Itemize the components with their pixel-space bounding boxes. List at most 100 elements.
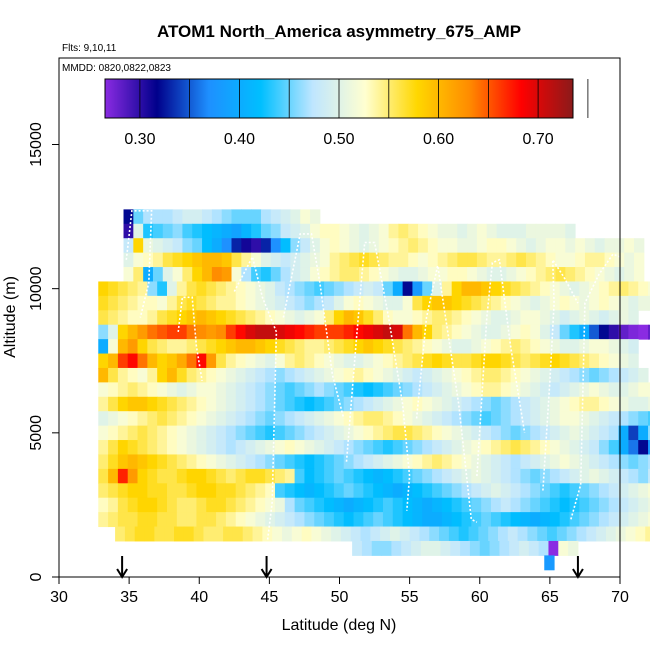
heatmap-cell xyxy=(225,454,237,470)
heatmap-cell xyxy=(608,512,620,528)
heatmap-cell xyxy=(152,252,164,268)
heatmap-cell xyxy=(471,295,482,311)
heatmap-cell xyxy=(123,267,134,282)
heatmap-cell xyxy=(166,396,178,412)
heatmap-cell xyxy=(540,483,551,499)
heatmap-cell xyxy=(471,425,482,441)
heatmap-cell xyxy=(333,295,345,311)
heatmap-cell xyxy=(152,223,164,239)
heatmap-cell xyxy=(284,497,296,513)
heatmap-cell xyxy=(147,281,158,297)
heatmap-cell xyxy=(137,497,148,513)
heatmap-cell xyxy=(108,324,119,340)
heatmap-cell xyxy=(274,324,286,340)
heatmap-cell xyxy=(255,425,266,441)
heatmap-cell xyxy=(353,339,364,355)
heatmap-cell xyxy=(520,353,531,369)
heatmap-cell xyxy=(559,324,571,340)
heatmap-cell xyxy=(432,454,443,470)
heatmap-cell xyxy=(186,512,197,528)
heatmap-cell xyxy=(461,324,472,340)
heatmap-cell xyxy=(186,440,197,455)
heatmap-cell xyxy=(368,238,380,254)
heatmap-cell xyxy=(108,295,119,311)
heatmap-cell xyxy=(290,238,301,254)
heatmap-cell xyxy=(648,425,650,441)
heatmap-cell xyxy=(461,396,472,412)
heatmap-cell xyxy=(500,382,512,398)
heatmap-cell xyxy=(255,367,266,383)
heatmap-cell xyxy=(343,440,355,455)
heatmap-cell xyxy=(530,353,541,369)
heatmap-cell xyxy=(117,324,129,340)
heatmap-cell xyxy=(471,396,482,412)
heatmap-cell xyxy=(638,497,649,513)
heatmap-cell xyxy=(314,468,325,484)
heatmap-cell xyxy=(458,526,470,542)
heatmap-cell xyxy=(608,411,620,427)
heatmap-cell xyxy=(471,468,482,484)
heatmap-cell xyxy=(388,267,399,282)
heatmap-cell xyxy=(500,310,512,326)
heatmap-cell xyxy=(378,238,390,254)
heatmap-cell xyxy=(265,281,276,297)
heatmap-cell xyxy=(274,497,286,513)
heatmap-cell xyxy=(520,396,531,412)
heatmap-cell xyxy=(371,540,383,556)
heatmap-cell xyxy=(373,454,384,470)
heatmap-cell xyxy=(343,339,355,355)
heatmap-cell xyxy=(432,324,443,340)
flights-label: Flts: 9,10,11 xyxy=(62,43,117,54)
heatmap-cell xyxy=(225,468,237,484)
heatmap-cell xyxy=(98,440,109,455)
heatmap-cell xyxy=(589,396,600,412)
heatmap-cell xyxy=(520,468,531,484)
heatmap-cell xyxy=(343,468,355,484)
heatmap-cell xyxy=(274,454,286,470)
heatmap-cell xyxy=(549,367,561,383)
heatmap-cell xyxy=(559,382,571,398)
dates-label: MMDD: 0820,0822,0823 xyxy=(62,63,171,74)
heatmap-cell xyxy=(196,454,207,470)
heatmap-cell xyxy=(274,396,286,412)
heatmap-cell xyxy=(333,324,345,340)
heatmap-cell xyxy=(353,440,364,455)
heatmap-cell xyxy=(133,223,144,239)
heatmap-cell xyxy=(402,440,413,455)
heatmap-cell xyxy=(137,367,148,383)
heatmap-cell xyxy=(500,353,512,369)
heatmap-cell xyxy=(598,411,610,427)
heatmap-cell xyxy=(628,497,639,513)
heatmap-cell xyxy=(127,396,139,412)
heatmap-cell xyxy=(353,411,364,427)
heatmap-cell xyxy=(117,440,129,455)
heatmap-cell xyxy=(98,353,109,369)
heatmap-cell xyxy=(319,238,331,254)
heatmap-cell xyxy=(206,295,217,311)
heatmap-cell xyxy=(579,483,590,499)
heatmap-cell xyxy=(441,310,453,326)
heatmap-cell xyxy=(520,440,531,455)
heatmap-cell xyxy=(127,411,139,427)
heatmap-cell xyxy=(451,483,463,499)
heatmap-cell xyxy=(294,367,305,383)
heatmap-cell xyxy=(618,295,629,311)
heatmap-cell xyxy=(422,440,433,455)
heatmap-cell xyxy=(203,526,214,542)
heatmap-cell xyxy=(294,396,305,412)
heatmap-cell xyxy=(569,440,580,455)
heatmap-cell xyxy=(311,526,322,542)
heatmap-cell xyxy=(576,526,587,542)
heatmap-cell xyxy=(304,339,315,355)
heatmap-cell xyxy=(540,310,551,326)
heatmap-cell xyxy=(486,252,498,268)
heatmap-cell xyxy=(182,252,193,268)
heatmap-cell xyxy=(363,382,374,398)
heatmap-cell xyxy=(291,526,303,542)
heatmap-cell xyxy=(549,353,561,369)
heatmap-cell xyxy=(333,353,345,369)
heatmap-cell xyxy=(500,396,512,412)
heatmap-cell xyxy=(196,310,207,326)
heatmap-cell xyxy=(526,267,537,282)
heatmap-cell xyxy=(176,324,188,340)
